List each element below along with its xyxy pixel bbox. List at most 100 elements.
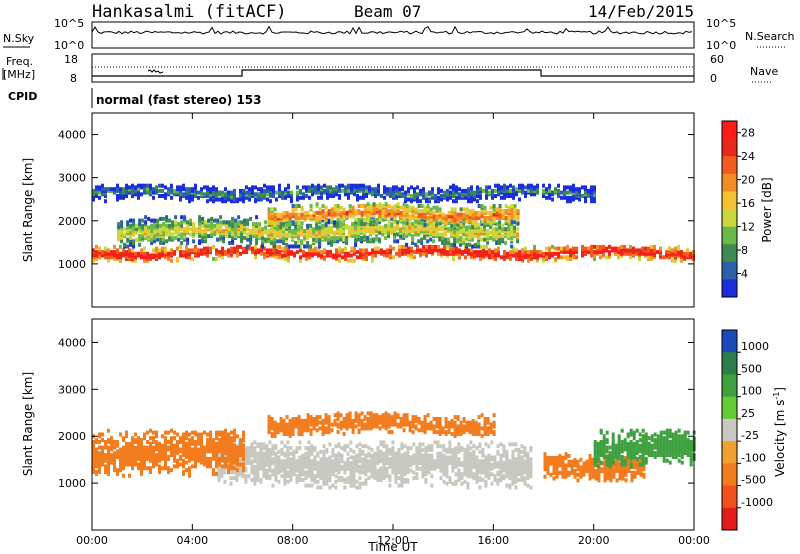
heatmap-cell	[132, 222, 136, 227]
heatmap-cell	[155, 440, 158, 444]
heatmap-cell	[471, 219, 475, 224]
heatmap-cell	[458, 195, 461, 200]
heatmap-cell	[307, 453, 311, 458]
heatmap-cell	[119, 251, 122, 256]
heatmap-cell	[267, 207, 271, 212]
heatmap-cell	[287, 194, 290, 198]
heatmap-cell	[470, 248, 473, 253]
heatmap-cell	[384, 235, 388, 240]
heatmap-cell	[369, 237, 373, 242]
heatmap-cell	[255, 227, 259, 232]
heatmap-cell	[484, 442, 488, 447]
heatmap-cell	[269, 192, 272, 197]
heatmap-cell	[395, 188, 398, 193]
heatmap-cell	[134, 258, 137, 263]
heatmap-cell	[304, 446, 308, 451]
heatmap-cell	[98, 432, 101, 437]
heatmap-cell	[171, 235, 175, 240]
heatmap-cell	[566, 199, 569, 204]
heatmap-cell	[569, 248, 572, 253]
heatmap-cell	[206, 190, 209, 195]
heatmap-cell	[542, 188, 545, 193]
heatmap-cell	[495, 227, 499, 232]
heatmap-cell	[488, 248, 491, 253]
heatmap-cell	[398, 253, 401, 258]
heatmap-cell	[417, 219, 421, 224]
colorbar-swatch	[722, 121, 737, 140]
heatmap-cell	[495, 232, 499, 237]
heatmap-cell	[152, 190, 155, 195]
heatmap-cell	[486, 210, 490, 215]
heatmap-cell	[575, 255, 578, 260]
heatmap-cell	[305, 251, 308, 256]
heatmap-cell	[204, 239, 208, 244]
heatmap-cell	[572, 197, 575, 202]
heatmap-cell	[626, 251, 629, 256]
heatmap-cell	[371, 248, 374, 253]
heatmap-cell	[452, 199, 455, 204]
heatmap-cell	[584, 246, 587, 251]
heatmap-cell	[530, 183, 533, 188]
heatmap-cell	[330, 239, 334, 244]
heatmap-cell	[329, 250, 332, 255]
heatmap-cell	[117, 222, 121, 227]
heatmap-cell	[590, 190, 593, 195]
heatmap-cell	[497, 183, 500, 188]
heatmap-cell	[484, 479, 488, 484]
heatmap-cell	[301, 478, 305, 482]
heatmap-cell	[515, 248, 518, 253]
heatmap-cell	[268, 468, 272, 473]
heatmap-cell	[492, 227, 496, 232]
heatmap-cell	[110, 187, 113, 192]
heatmap-cell	[174, 227, 178, 232]
heatmap-cell	[458, 253, 461, 258]
heatmap-cell	[104, 187, 107, 192]
heatmap-cell	[381, 217, 385, 222]
heatmap-cell	[405, 242, 409, 247]
heatmap-cell	[113, 244, 116, 249]
heatmap-cell	[461, 188, 464, 193]
heatmap-cell	[155, 253, 158, 258]
heatmap-cell	[146, 445, 149, 450]
heatmap-cell	[505, 483, 509, 488]
heatmap-cell	[403, 478, 407, 482]
heatmap-cell	[170, 449, 173, 454]
heatmap-cell	[239, 244, 242, 249]
heatmap-cell	[185, 441, 188, 446]
heatmap-cell	[422, 251, 425, 256]
heatmap-cell	[427, 444, 431, 449]
heatmap-cell	[134, 251, 137, 256]
heatmap-cell	[149, 183, 152, 188]
heatmap-cell	[275, 190, 278, 195]
heatmap-cell	[596, 244, 599, 249]
heatmap-cell	[277, 449, 281, 454]
heatmap-cell	[141, 234, 145, 239]
heatmap-cell	[221, 430, 224, 435]
heatmap-cell	[498, 220, 502, 225]
heatmap-cell	[280, 464, 284, 469]
heatmap-cell	[256, 459, 260, 464]
heatmap-cell	[321, 223, 325, 228]
heatmap-cell	[161, 246, 164, 251]
heatmap-cell	[158, 183, 161, 188]
heatmap-cell	[495, 207, 499, 212]
heatmap-cell	[162, 237, 166, 242]
heatmap-cell	[277, 468, 281, 473]
heatmap-cell	[248, 187, 251, 192]
heatmap-cell	[300, 212, 304, 217]
heatmap-cell	[168, 218, 172, 223]
heatmap-cell	[593, 244, 596, 249]
heatmap-cell	[192, 222, 196, 227]
heatmap-cell	[458, 187, 461, 192]
heatmap-cell	[650, 248, 653, 253]
heatmap-cell	[318, 207, 322, 212]
heatmap-cell	[401, 185, 404, 190]
heatmap-cell	[650, 244, 653, 249]
heatmap-cell	[501, 227, 505, 232]
heatmap-cell	[355, 444, 359, 449]
heatmap-cell	[291, 214, 295, 219]
heatmap-cell	[125, 255, 128, 260]
heatmap-cell	[354, 212, 358, 217]
heatmap-cell	[234, 232, 238, 237]
heatmap-cell	[442, 453, 446, 458]
